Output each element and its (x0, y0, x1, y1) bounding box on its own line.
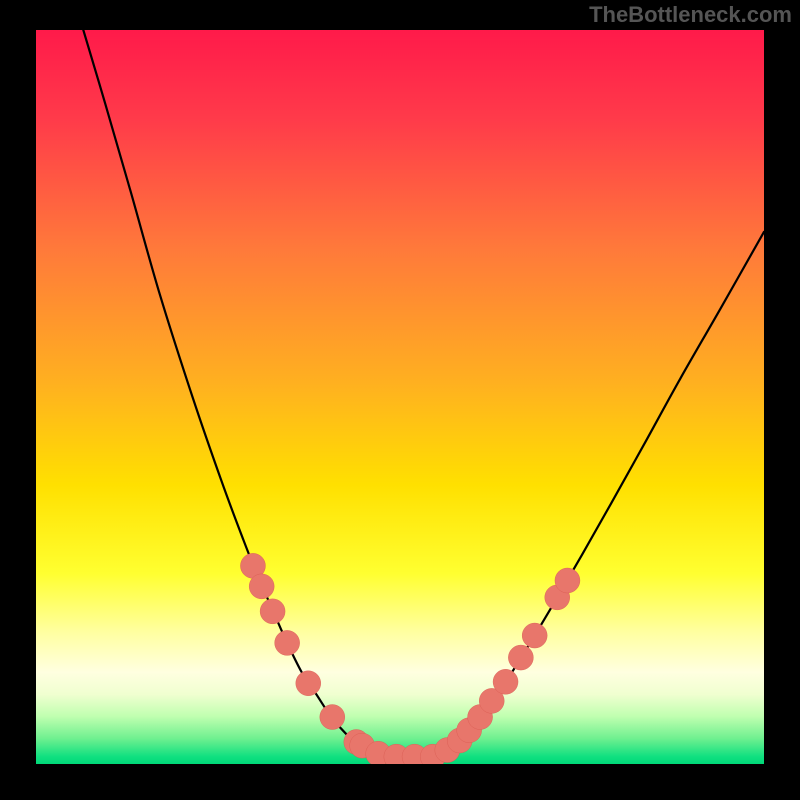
chart-container: TheBottleneck.com (0, 0, 800, 800)
marker-point (275, 630, 300, 655)
marker-point (296, 671, 321, 696)
marker-point (493, 669, 518, 694)
curve-path (83, 30, 764, 758)
marker-point (522, 623, 547, 648)
bottleneck-curve (36, 30, 764, 764)
marker-point (555, 568, 580, 593)
plot-area (36, 30, 764, 764)
watermark-text: TheBottleneck.com (589, 2, 792, 28)
marker-group (240, 553, 579, 764)
marker-point (249, 574, 274, 599)
marker-point (260, 599, 285, 624)
marker-point (320, 705, 345, 730)
marker-point (508, 645, 533, 670)
